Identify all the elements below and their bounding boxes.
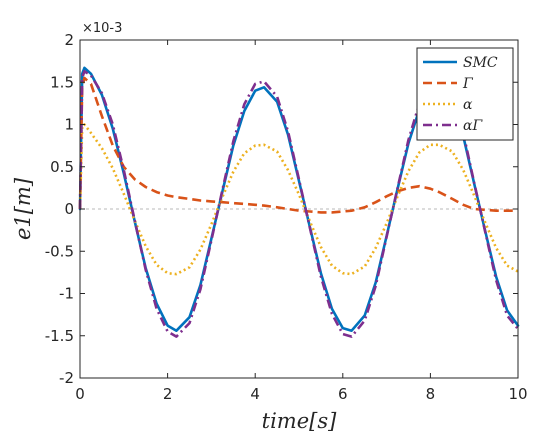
x-tick-label: 4 [250, 385, 260, 403]
series-line-2 [78, 123, 519, 276]
y-tick-label: -2 [59, 369, 74, 387]
legend-label: SMC [463, 55, 498, 71]
series-line-1 [78, 76, 518, 214]
x-tick-label: 10 [508, 385, 527, 403]
x-tick-label: 0 [75, 385, 85, 403]
legend-label: αΓ [463, 118, 483, 134]
ticks: 0 2 4 6 8 10 -2 -1.5 -1 -0.5 0 0.5 1 1.5 2 [45, 31, 528, 403]
y-tick-label: 1 [64, 116, 74, 134]
legend-box [416, 47, 514, 141]
y-tick-label: 1.5 [50, 73, 74, 91]
legend-label: α [463, 97, 473, 113]
y-tick-label: -0.5 [45, 242, 74, 260]
x-tick-label: 6 [338, 385, 348, 403]
y-axis-label: e1[m] [11, 177, 35, 240]
y-tick-label: 2 [64, 31, 74, 49]
y-tick-label: -1 [59, 285, 74, 303]
y-tick-label: -1.5 [45, 327, 74, 345]
y-tick-label: 0 [64, 200, 74, 218]
x-tick-label: 2 [163, 385, 173, 403]
x-tick-label: 8 [426, 385, 436, 403]
legend-label: Γ [462, 76, 474, 92]
x-axis-label: time[s] [262, 409, 337, 433]
legend: SMC Γα αΓ [416, 47, 514, 141]
y-tick-label: 0.5 [50, 158, 74, 176]
y-scale-exponent: ×10-3 [82, 21, 122, 36]
